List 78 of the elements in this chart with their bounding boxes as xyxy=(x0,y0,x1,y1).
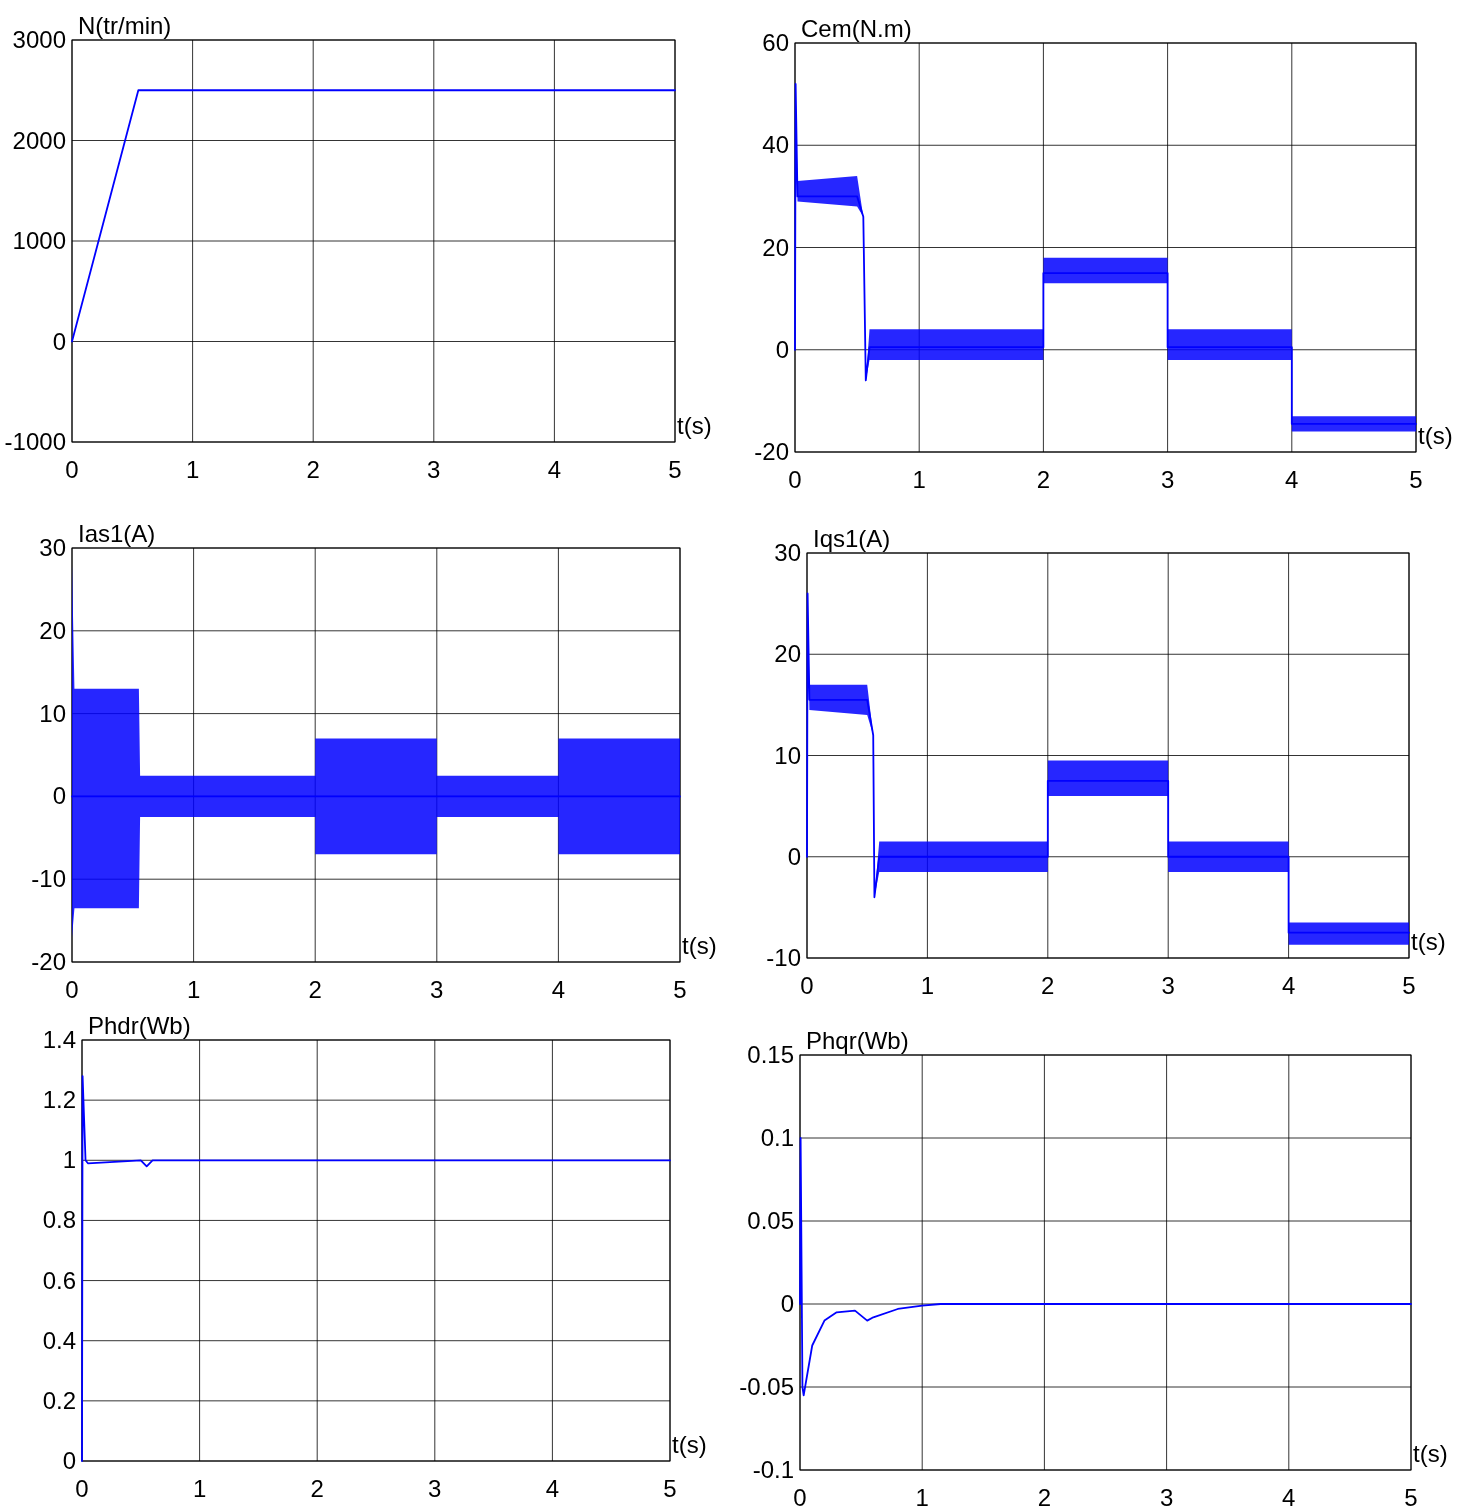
y-tick-label: 0 xyxy=(52,782,66,810)
x-tick-label: 3 xyxy=(1161,972,1175,999)
x-tick-label: 5 xyxy=(663,1475,677,1502)
x-axis-title: t(s) xyxy=(1413,1440,1448,1467)
x-tick-label: 5 xyxy=(1409,466,1423,493)
x-tick-label: 5 xyxy=(673,976,687,1003)
x-tick-label: 4 xyxy=(1281,972,1296,999)
y-tick-label: 40 xyxy=(762,131,789,159)
y-tick-label: 10 xyxy=(774,741,801,769)
y-axis-title: Iqs1(A) xyxy=(813,525,891,552)
y-axis-title: Phqr(Wb) xyxy=(806,1027,909,1054)
x-tick-label: 2 xyxy=(306,456,320,483)
x-tick-label: 2 xyxy=(1041,972,1055,999)
y-tick-label: 0 xyxy=(787,842,801,870)
y-tick-label: 0 xyxy=(780,1290,794,1317)
y-tick-label: -20 xyxy=(31,948,66,975)
y-tick-label: 0.8 xyxy=(42,1206,76,1234)
y-axis-title: N(tr/min) xyxy=(78,12,172,39)
y-tick-label: 2000 xyxy=(12,126,66,154)
x-tick-label: 2 xyxy=(308,976,322,1003)
y-tick-label: 30 xyxy=(774,539,801,566)
y-tick-label: 0.05 xyxy=(747,1207,794,1234)
x-tick-label: 3 xyxy=(427,456,441,483)
y-axis-title: Ias1(A) xyxy=(78,520,156,547)
x-tick-label: 2 xyxy=(310,1475,324,1502)
x-tick-label: 1 xyxy=(192,1475,207,1502)
x-tick-label: 2 xyxy=(1037,1484,1052,1511)
y-tick-label: 1.2 xyxy=(42,1086,76,1114)
x-tick-label: 4 xyxy=(551,976,566,1003)
x-tick-label: 1 xyxy=(915,1484,929,1511)
y-tick-label: 30 xyxy=(39,534,66,561)
x-axis-title: t(s) xyxy=(677,412,712,439)
x-tick-label: 4 xyxy=(1282,1484,1296,1511)
x-tick-label: 5 xyxy=(1402,972,1416,999)
x-tick-label: 5 xyxy=(668,456,682,483)
y-tick-label: -10 xyxy=(31,865,66,893)
y-tick-label: -0.05 xyxy=(739,1373,794,1400)
x-tick-label: 1 xyxy=(185,456,200,483)
y-tick-label: 0.2 xyxy=(42,1386,76,1414)
y-axis-title: Phdr(Wb) xyxy=(88,1012,191,1039)
y-tick-label: 20 xyxy=(774,640,801,668)
x-tick-label: 3 xyxy=(1159,1484,1174,1511)
x-axis-title: t(s) xyxy=(1418,422,1453,449)
y-tick-label: -20 xyxy=(754,438,789,465)
x-axis-title: t(s) xyxy=(1411,928,1446,955)
y-tick-label: 1000 xyxy=(12,227,66,254)
x-axis-title: t(s) xyxy=(672,1431,707,1458)
line-series xyxy=(799,1137,1412,1397)
y-tick-label: 20 xyxy=(39,616,66,644)
y-tick-label: -1000 xyxy=(4,428,66,455)
x-tick-label: 3 xyxy=(428,1475,442,1502)
y-tick-label: 0.1 xyxy=(760,1124,794,1151)
y-tick-label: 1 xyxy=(62,1146,76,1174)
y-tick-label: 0.6 xyxy=(42,1266,76,1294)
y-tick-label: 60 xyxy=(762,29,789,56)
y-tick-label: 0 xyxy=(62,1447,76,1474)
x-tick-label: 5 xyxy=(1404,1484,1418,1511)
y-tick-label: -10 xyxy=(766,944,801,971)
x-tick-label: 1 xyxy=(920,972,935,999)
x-tick-label: 4 xyxy=(547,456,562,483)
y-tick-label: 0 xyxy=(52,327,66,355)
x-tick-label: 4 xyxy=(1285,466,1299,493)
y-tick-label: -0.1 xyxy=(752,1456,794,1483)
y-tick-label: 1.4 xyxy=(42,1026,76,1053)
x-tick-label: 1 xyxy=(186,976,201,1003)
y-tick-label: 0.4 xyxy=(42,1326,76,1354)
y-axis-title: Cem(N.m) xyxy=(801,15,912,42)
y-tick-label: 0.15 xyxy=(747,1041,794,1068)
x-axis-title: t(s) xyxy=(682,932,717,959)
x-tick-label: 2 xyxy=(1036,466,1051,493)
x-tick-label: 1 xyxy=(912,466,926,493)
y-tick-label: 3000 xyxy=(12,26,66,53)
y-tick-label: 0 xyxy=(775,335,789,363)
x-tick-label: 3 xyxy=(430,976,444,1003)
x-tick-label: 4 xyxy=(545,1475,560,1502)
x-tick-label: 3 xyxy=(1160,466,1175,493)
y-tick-label: 20 xyxy=(762,233,789,261)
y-tick-label: 10 xyxy=(39,699,66,727)
